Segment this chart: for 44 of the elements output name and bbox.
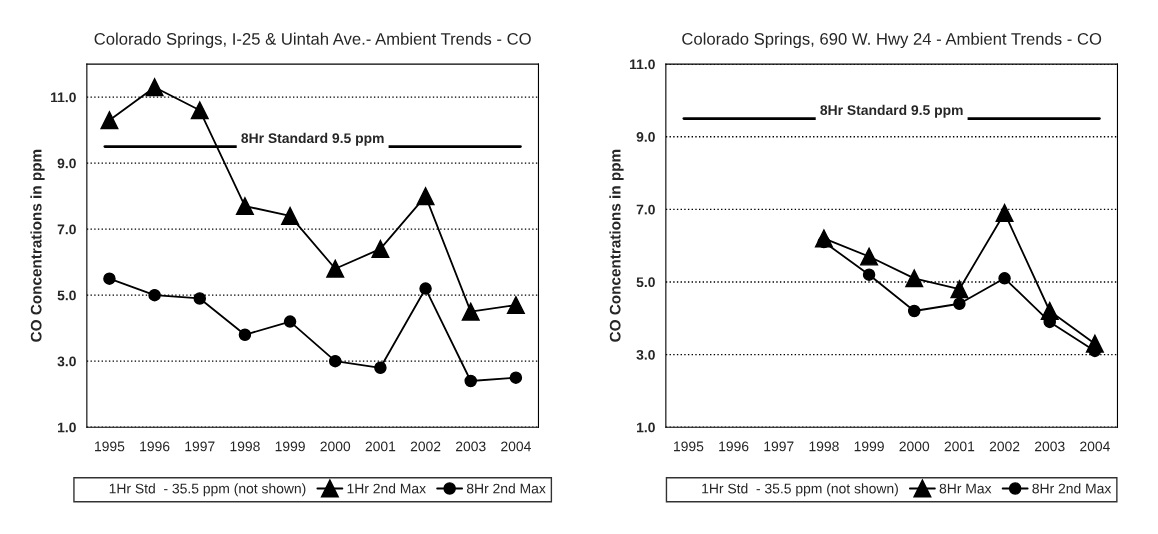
x-tick-label: 2001 — [365, 441, 396, 452]
y-tick-label: 5.0 — [57, 290, 76, 301]
legend-label: 8Hr 2nd Max — [1032, 483, 1112, 494]
ref-line-label: 8Hr Standard 9.5 ppm — [241, 132, 384, 146]
y-tick-label: 9.0 — [636, 132, 655, 142]
y-tick-label: 7.0 — [57, 224, 76, 235]
x-tick-label: 2002 — [410, 441, 441, 452]
x-tick-label: 1998 — [230, 441, 260, 452]
text: 1Hr Std - 35.5 ppm (not shown) — [702, 483, 898, 497]
y-tick-label: 11.0 — [630, 59, 655, 70]
y-axis-title: CO Concentrations in ppm — [609, 149, 624, 342]
y-tick-label: 7.0 — [636, 204, 655, 215]
y-axis-title: CO Concentrations in ppm — [30, 149, 45, 342]
legend-label: 8Hr 2nd Max — [466, 483, 546, 494]
x-tick-label: 1996 — [719, 441, 749, 452]
legend-label: 1Hr 2nd Max — [347, 483, 426, 494]
x-tick-label: 1999 — [275, 441, 305, 452]
y-tick-label: 1.0 — [637, 422, 655, 433]
y-tick-label: 3.0 — [636, 349, 655, 360]
x-tick-label: 1999 — [854, 441, 884, 452]
legend-label: 8Hr Max — [939, 483, 992, 494]
x-tick-label: 2000 — [899, 441, 930, 452]
x-tick-label: 1996 — [140, 441, 170, 452]
y-tick-label: 5.0 — [636, 277, 655, 288]
x-tick-label: 1997 — [764, 441, 794, 452]
x-tick-label: 2000 — [320, 441, 351, 452]
x-tick-label: 1998 — [809, 441, 839, 452]
x-tick-label: 2002 — [989, 441, 1020, 452]
y-tick-label: 9.0 — [57, 158, 76, 169]
x-tick-label: 1995 — [95, 441, 125, 452]
text: 1Hr Std - 35.5 ppm (not shown) — [109, 483, 306, 497]
y-tick-label: 3.0 — [57, 356, 76, 367]
x-tick-label: 2004 — [1080, 441, 1110, 452]
chart-title: Colorado Springs, 690 W. Hwy 24 - Ambient Trends - CO — [682, 32, 1102, 49]
y-tick-label: 11.0 — [51, 92, 76, 103]
x-tick-label: 1997 — [185, 441, 215, 452]
x-tick-label: 1995 — [674, 441, 704, 452]
chart-title: Colorado Springs, I-25 & Uintah Ave.- Ambient Trends - CO — [94, 32, 531, 49]
x-tick-label: 2004 — [501, 441, 531, 452]
x-tick-label: 2003 — [455, 441, 486, 452]
x-tick-label: 2001 — [944, 441, 975, 452]
y-tick-label: 1.0 — [58, 422, 76, 433]
ref-line-label: 8Hr Standard 9.5 ppm — [820, 104, 963, 118]
x-tick-label: 2003 — [1034, 441, 1065, 452]
